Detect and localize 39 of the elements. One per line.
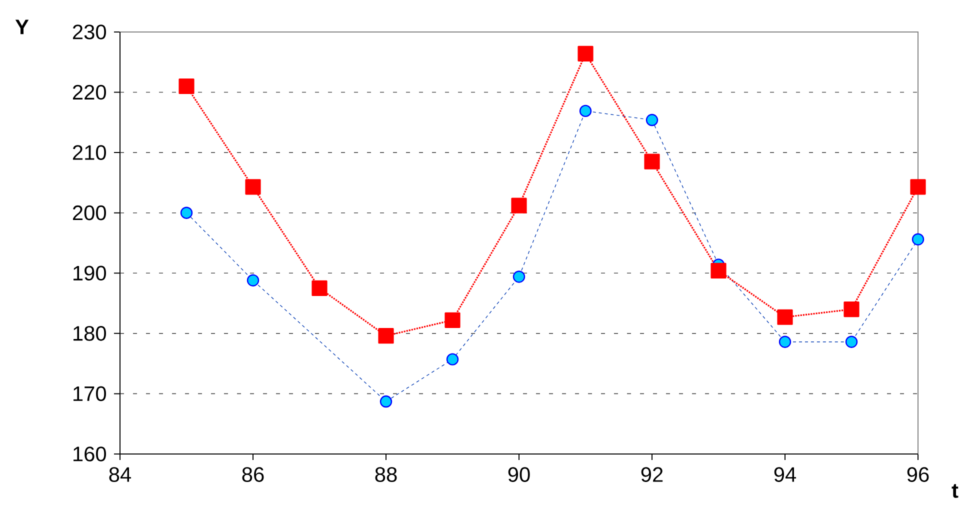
point: [845, 336, 858, 348]
x-tick-label: 88: [375, 467, 397, 482]
point: [380, 395, 392, 408]
x-axis-title: t: [952, 484, 958, 498]
point: [644, 154, 660, 170]
y-tick-label: 200: [72, 205, 106, 220]
x-tick-label: 92: [641, 467, 663, 482]
point: [511, 198, 527, 214]
point: [245, 179, 261, 195]
y-tick-label: 190: [74, 266, 106, 281]
point: [446, 353, 459, 366]
point: [579, 104, 592, 118]
x-tick-label: 84: [109, 467, 132, 482]
y-axis-title: Y: [15, 20, 29, 34]
point: [646, 114, 658, 126]
point: [777, 309, 793, 325]
point: [178, 78, 194, 94]
y-tick-label: 170: [74, 386, 106, 402]
y-tick-label: 230: [72, 24, 106, 40]
point: [578, 46, 594, 62]
x-tick-label: 90: [508, 467, 530, 482]
x-tick-label: 94: [774, 467, 796, 482]
point: [180, 206, 193, 219]
point: [910, 179, 926, 195]
point: [444, 312, 460, 328]
point: [912, 233, 924, 246]
point: [512, 270, 526, 283]
point: [844, 301, 860, 318]
x-tick-label: 96: [907, 467, 929, 482]
x-tick-label: 86: [242, 467, 264, 482]
point: [312, 280, 328, 296]
y-tick-label: 210: [72, 145, 106, 160]
y-tick-label: 220: [72, 84, 106, 100]
point: [378, 328, 394, 344]
point: [710, 262, 726, 279]
y-tick-label: 160: [74, 446, 106, 462]
point: [778, 336, 792, 348]
point: [246, 274, 260, 286]
y-tick-label: 180: [74, 326, 106, 341]
